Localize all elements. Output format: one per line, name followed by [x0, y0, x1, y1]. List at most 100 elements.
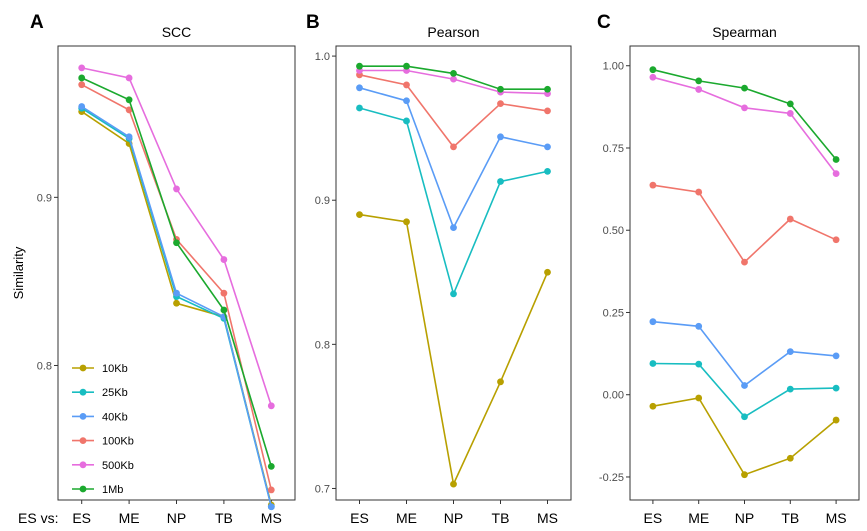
panel-title: Pearson — [427, 24, 479, 40]
data-point-25Kb — [544, 167, 551, 175]
x-category-label: ME — [119, 510, 140, 526]
data-point-1Mb — [356, 62, 363, 70]
legend-label: 1Mb — [102, 484, 123, 496]
data-point-100Kb — [695, 188, 703, 196]
legend-label: 100Kb — [102, 436, 134, 448]
data-point-100Kb — [267, 486, 275, 494]
x-category-label: MS — [537, 510, 558, 526]
x-category-label: ME — [688, 510, 709, 526]
data-point-1Mb — [220, 306, 228, 314]
data-point-10Kb — [173, 299, 180, 307]
series-line-100Kb — [359, 74, 548, 149]
data-point-10Kb — [741, 471, 748, 479]
x-category-label: ME — [396, 510, 417, 526]
data-point-1Mb — [125, 96, 133, 104]
data-point-40Kb — [832, 352, 840, 360]
y-tick-label: 0.00 — [603, 390, 624, 402]
data-point-40Kb — [649, 318, 657, 326]
data-point-500Kb — [125, 74, 133, 82]
panel-letter: C — [597, 12, 611, 33]
data-point-1Mb — [786, 100, 794, 108]
data-point-10Kb — [544, 268, 551, 276]
data-point-1Mb — [832, 156, 840, 163]
data-point-100Kb — [832, 236, 840, 244]
panel-C: C Spearman -0.25 0.00 0.25 0.50 0.75 1.00 ES ME NP… — [597, 12, 860, 526]
series-line-1Mb — [652, 68, 837, 161]
data-point-500Kb — [741, 104, 748, 112]
data-point-500Kb — [695, 86, 703, 93]
data-point-100Kb — [403, 81, 410, 89]
series-line-25Kb — [652, 362, 837, 418]
series-line-100Kb — [652, 184, 837, 264]
data-point-500Kb — [786, 110, 794, 117]
x-category-label: ES — [644, 510, 663, 526]
legend-swatch-point — [79, 364, 87, 372]
legend-swatch-point — [79, 388, 87, 396]
legend-label: 500Kb — [102, 460, 134, 472]
legend-swatch-point — [79, 437, 87, 444]
legend-label: 10Kb — [102, 363, 128, 375]
x-category-label: TB — [215, 510, 233, 526]
data-point-10Kb — [450, 480, 457, 488]
data-point-1Mb — [497, 85, 504, 93]
legend: 10Kb 25Kb 40Kb 100Kb 500Kb 1Mb — [72, 363, 134, 496]
plot-border — [629, 45, 860, 501]
y-tick-label: 0.8 — [315, 339, 330, 351]
y-tick-label: 0.75 — [603, 143, 624, 155]
y-tick-label: -0.25 — [599, 472, 624, 484]
y-tick-label: 0.9 — [315, 195, 330, 207]
data-point-1Mb — [695, 77, 703, 85]
y-axis-title: Similarity — [11, 246, 26, 299]
data-point-500Kb — [220, 256, 228, 263]
data-point-500Kb — [832, 170, 840, 178]
y-tick-label: 0.8 — [37, 360, 52, 372]
data-point-1Mb — [450, 69, 457, 77]
data-point-500Kb — [450, 75, 457, 83]
series-line-100Kb — [81, 83, 273, 491]
data-point-40Kb — [78, 103, 86, 110]
legend-swatch-point — [79, 485, 87, 493]
legend-swatch-point — [79, 461, 87, 469]
y-tick-label: 0.50 — [603, 225, 624, 237]
data-point-40Kb — [741, 382, 748, 389]
data-point-40Kb — [403, 97, 410, 105]
data-point-100Kb — [741, 258, 748, 266]
x-category-label: NP — [167, 510, 186, 526]
data-point-100Kb — [786, 215, 794, 223]
x-category-label: MS — [261, 510, 282, 526]
data-point-40Kb — [695, 322, 703, 330]
x-category-label: TB — [781, 510, 799, 526]
data-point-500Kb — [78, 64, 86, 72]
series-line-25Kb — [359, 107, 548, 297]
legend-swatch-point — [79, 413, 87, 420]
data-point-25Kb — [695, 360, 703, 368]
data-point-10Kb — [832, 416, 840, 424]
x-category-label: ES — [350, 510, 369, 526]
data-point-40Kb — [173, 289, 180, 297]
data-point-1Mb — [403, 62, 410, 70]
data-point-100Kb — [78, 81, 86, 89]
plot-border — [335, 45, 572, 501]
data-point-40Kb — [356, 84, 363, 92]
data-point-10Kb — [356, 211, 363, 219]
panel-A: A SCC 0.8 0.9 ES ME NP TB MS Similarity 10Kb 25Kb 40… — [11, 12, 296, 526]
data-point-10Kb — [649, 402, 657, 410]
data-point-1Mb — [741, 84, 748, 92]
panel-letter: A — [30, 12, 44, 33]
data-point-1Mb — [267, 462, 275, 470]
x-category-label: TB — [492, 510, 510, 526]
panel-B: B Pearson 0.7 0.8 0.9 1.0 ES ME NP TB MS — [306, 12, 572, 526]
x-category-label: ES — [72, 510, 91, 526]
data-point-500Kb — [267, 402, 275, 410]
data-point-25Kb — [741, 413, 748, 421]
data-point-100Kb — [497, 100, 504, 108]
y-tick-label: 0.7 — [315, 483, 330, 495]
panel-title: SCC — [162, 24, 192, 40]
data-point-500Kb — [649, 73, 657, 81]
data-point-40Kb — [786, 348, 794, 356]
data-point-100Kb — [544, 107, 551, 115]
data-point-10Kb — [695, 394, 703, 402]
data-point-25Kb — [356, 104, 363, 112]
data-point-1Mb — [544, 85, 551, 93]
